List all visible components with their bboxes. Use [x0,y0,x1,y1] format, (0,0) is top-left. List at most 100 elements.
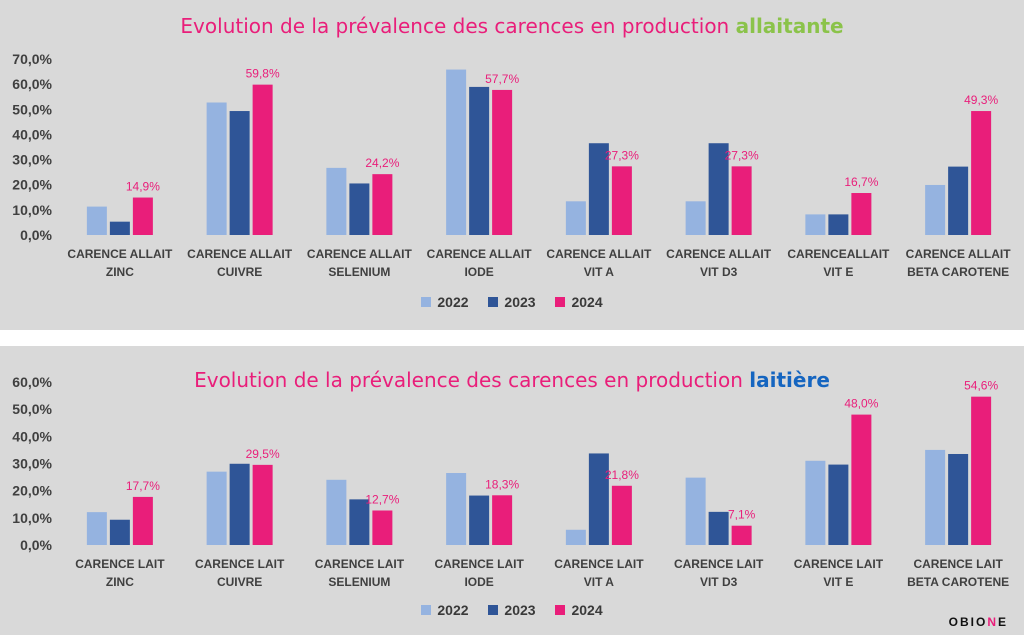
y-tick-label: 0,0% [20,537,52,553]
bar-2022 [805,460,826,545]
bar-2024 [372,174,393,235]
chart-title: Evolution de la prévalence des carences … [0,14,1024,38]
y-tick-label: 30,0% [12,152,52,168]
legend-swatch [555,605,566,615]
bar-2022 [446,69,467,235]
data-label: 59,8% [246,67,280,81]
y-tick-label: 40,0% [12,428,52,444]
bar-2024 [851,193,872,235]
category-label: CARENCE LAIT [913,557,1003,571]
bar-2023 [109,519,130,545]
bar-2024 [372,510,393,545]
category-label: CARENCE LAIT [75,557,165,571]
bar-2022 [925,184,946,235]
legend-swatch [421,297,432,307]
category-label: SELENIUM [328,575,390,589]
category-label: CARENCE ALLAIT [67,247,173,261]
category-label: VIT E [823,265,853,279]
legend-item-2023: 2023 [488,602,536,618]
bar-2022 [86,512,107,545]
bar-2022 [326,167,347,235]
category-label: CARENCE ALLAIT [666,247,772,261]
chart-legend: 2022 2023 2024 [0,602,1024,618]
bar-2023 [828,214,849,235]
data-label: 48,0% [844,397,878,411]
bar-2023 [349,183,370,235]
chart-title-highlight: allaitante [735,14,844,38]
category-label: CARENCE LAIT [554,557,644,571]
data-label: 29,5% [246,447,280,461]
y-tick-label: 60,0% [12,374,52,390]
category-label: CARENCE ALLAIT [307,247,413,261]
category-label: CARENCE LAIT [674,557,764,571]
category-label: VIT A [584,575,615,589]
bar-2023 [588,143,609,235]
legend-item-2024: 2024 [555,294,603,310]
bar-2023 [588,453,609,545]
category-label: BETA CAROTENE [907,575,1009,589]
bar-2022 [206,102,227,235]
category-label: CARENCE ALLAIT [427,247,533,261]
legend-swatch [488,605,499,615]
data-label: 24,2% [365,156,399,170]
legend-label: 2022 [437,294,469,310]
data-label: 12,7% [365,492,399,506]
bar-2023 [109,221,130,235]
category-label: VIT D3 [700,265,738,279]
category-label: CUIVRE [217,265,262,279]
legend-label: 2024 [571,602,603,618]
legend-label: 2024 [571,294,603,310]
legend-swatch [488,297,499,307]
legend-label: 2023 [504,602,536,618]
category-label: ZINC [106,265,134,279]
category-label: CARENCE LAIT [195,557,285,571]
category-label: CARENCE LAIT [315,557,405,571]
category-label: ZINC [106,575,134,589]
bar-2022 [805,214,826,235]
bar-2022 [446,473,467,545]
chart-legend: 2022 2023 2024 [0,294,1024,310]
bar-2022 [326,479,347,545]
chart-title-prefix: Evolution de la prévalence des carences … [180,14,730,38]
bar-2022 [206,471,227,545]
bar-2024 [971,111,992,235]
bar-chart-laitiere: 0,0% 10,0% 20,0% 30,0% 40,0% 50,0% 60,0% 17,7% C… [12,374,1009,589]
bar-2023 [469,495,490,545]
bar-2023 [469,86,490,235]
data-label: 16,7% [844,175,878,189]
bar-2023 [229,111,250,235]
y-tick-label: 0,0% [20,227,52,243]
y-tick-label: 70,0% [12,51,52,67]
bar-2024 [252,84,273,235]
y-tick-label: 50,0% [12,101,52,117]
y-tick-label: 10,0% [12,510,52,526]
bar-2024 [611,166,632,235]
chart-title-highlight: laitière [749,368,830,392]
bar-2024 [132,496,153,545]
category-label: CARENCE LAIT [794,557,884,571]
legend-label: 2022 [437,602,469,618]
legend-item-2024: 2024 [555,602,603,618]
chart-panel-laitiere: Evolution de la prévalence des carences … [0,346,1024,635]
y-tick-label: 40,0% [12,126,52,142]
bar-2023 [229,463,250,545]
data-label: 17,7% [126,479,160,493]
bar-2023 [708,511,729,545]
legend-swatch [555,297,566,307]
y-tick-label: 60,0% [12,76,52,92]
bar-2023 [828,464,849,545]
bar-2024 [731,166,752,235]
category-label: CUIVRE [217,575,262,589]
category-label: VIT A [584,265,615,279]
bar-2024 [971,396,992,545]
bar-2024 [492,495,513,545]
data-label: 27,3% [725,148,759,162]
bar-2022 [685,201,706,235]
y-tick-label: 50,0% [12,401,52,417]
category-label: CARENCE LAIT [434,557,524,571]
data-label: 21,8% [605,468,639,482]
chart-title-prefix: Evolution de la prévalence des carences … [194,368,743,392]
category-label: CARENCE ALLAIT [906,247,1012,261]
legend-item-2022: 2022 [421,602,469,618]
bar-chart-allaitante: 0,0% 10,0% 20,0% 30,0% 40,0% 50,0% 60,0% 70,0% 1… [12,51,1012,279]
